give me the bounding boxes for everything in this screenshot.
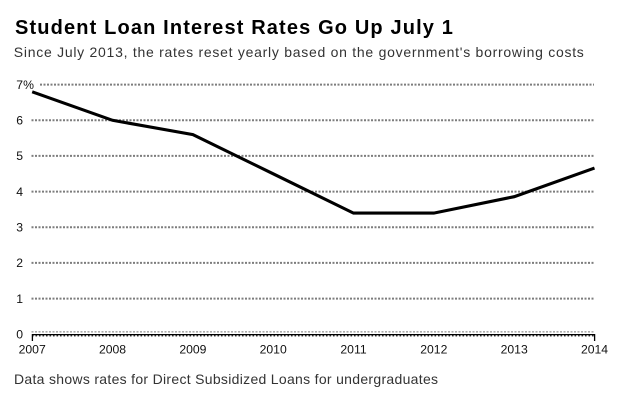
svg-text:5: 5: [16, 149, 23, 163]
svg-text:2009: 2009: [179, 342, 206, 356]
svg-text:6: 6: [16, 114, 23, 128]
svg-text:2011: 2011: [340, 342, 366, 356]
svg-text:0: 0: [16, 328, 23, 342]
svg-text:3: 3: [16, 221, 23, 235]
svg-text:2010: 2010: [260, 342, 287, 356]
svg-text:2014: 2014: [581, 342, 608, 356]
svg-text:7%: 7%: [16, 78, 34, 92]
svg-text:2013: 2013: [501, 342, 528, 356]
svg-text:2012: 2012: [420, 342, 447, 356]
svg-text:2008: 2008: [99, 342, 126, 356]
svg-text:2: 2: [16, 256, 23, 270]
svg-text:2007: 2007: [19, 342, 46, 356]
svg-text:1: 1: [16, 292, 23, 306]
svg-text:4: 4: [16, 185, 23, 199]
